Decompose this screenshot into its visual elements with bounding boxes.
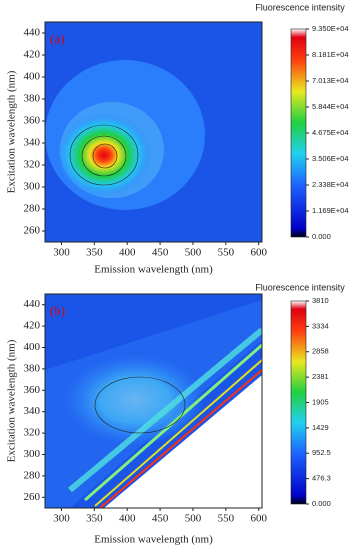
colorbar-tick-label: 3.506E+04 bbox=[312, 154, 349, 163]
colorbar-tick-label: 2.338E+04 bbox=[312, 180, 349, 189]
y-tick-label: 300 bbox=[24, 448, 41, 460]
y-tick-label: 380 bbox=[24, 362, 41, 374]
colorbar-title: Fluorescence intensity bbox=[255, 282, 345, 292]
colorbar-tick-label: 0.000 bbox=[312, 232, 331, 241]
y-tick-label: 320 bbox=[24, 159, 41, 171]
x-tick-label: 550 bbox=[218, 513, 235, 525]
y-tick-label: 420 bbox=[24, 320, 41, 332]
y-axis-label: Excitation wavelength (nm) bbox=[6, 339, 18, 462]
colorbar: Fluorescence intensity 0.000 1.169E+04 2.33… bbox=[255, 2, 348, 241]
x-tick-label: 450 bbox=[152, 247, 169, 259]
x-tick-label: 450 bbox=[152, 513, 169, 525]
panel-label: (a) bbox=[50, 31, 64, 46]
colorbar-tick-label: 0.000 bbox=[312, 499, 331, 508]
y-tick-label: 280 bbox=[24, 469, 41, 481]
y-tick-label: 440 bbox=[24, 27, 41, 39]
colorbar-tick-label: 5.844E+04 bbox=[312, 102, 349, 111]
y-tick-label: 300 bbox=[24, 181, 41, 193]
colorbar-tick-label: 952.5 bbox=[312, 448, 331, 457]
colorbar-tick-label: 8.181E+04 bbox=[312, 50, 349, 59]
colorbar-title: Fluorescence intensity bbox=[255, 2, 345, 12]
x-tick-label: 500 bbox=[185, 513, 202, 525]
y-tick-label: 400 bbox=[24, 341, 41, 353]
y-tick-label: 320 bbox=[24, 427, 41, 439]
y-tick-label: 400 bbox=[24, 71, 41, 83]
y-tick-label: 420 bbox=[24, 49, 41, 61]
y-tick-label: 260 bbox=[24, 491, 41, 503]
x-tick-label: 500 bbox=[185, 247, 202, 259]
y-tick-label: 260 bbox=[24, 225, 41, 237]
colorbar-tick-label: 3810 bbox=[312, 296, 329, 305]
y-tick-label: 360 bbox=[24, 115, 41, 127]
colorbar-tick-label: 2381 bbox=[312, 372, 329, 381]
x-tick-label: 400 bbox=[119, 513, 136, 525]
x-tick-label: 300 bbox=[53, 247, 70, 259]
y-tick-label: 340 bbox=[24, 137, 41, 149]
colorbar-tick-label: 9.350E+04 bbox=[312, 24, 349, 33]
colorbar-scale bbox=[290, 28, 307, 238]
x-axis-label: Emission wavelength (nm) bbox=[94, 534, 213, 546]
colorbar-tick-label: 476.3 bbox=[312, 474, 331, 483]
x-tick-label: 350 bbox=[86, 513, 103, 525]
colorbar-tick-label: 1429 bbox=[312, 423, 329, 432]
y-tick-label: 340 bbox=[24, 405, 41, 417]
plot-frame bbox=[44, 21, 263, 243]
heatmap-b bbox=[45, 294, 262, 508]
colorbar-tick-label: 3334 bbox=[312, 321, 329, 330]
y-axis-label: Excitation wavelength (nm) bbox=[6, 70, 18, 193]
colorbar-scale bbox=[290, 300, 307, 505]
y-tick-label: 380 bbox=[24, 93, 41, 105]
y-tick-label: 280 bbox=[24, 203, 41, 215]
colorbar-tick-label: 4.675E+04 bbox=[312, 128, 349, 137]
colorbar-tick-label: 7.013E+04 bbox=[312, 76, 349, 85]
y-tick-label: 360 bbox=[24, 384, 41, 396]
colorbar-tick-label: 2858 bbox=[312, 347, 329, 356]
panel-label: (b) bbox=[50, 303, 65, 318]
x-tick-label: 600 bbox=[250, 513, 267, 525]
x-tick-label: 350 bbox=[86, 247, 103, 259]
x-axis-label: Emission wavelength (nm) bbox=[94, 264, 213, 276]
x-tick-label: 400 bbox=[119, 247, 136, 259]
heatmap-a bbox=[45, 22, 262, 242]
colorbar-tick-label: 1.169E+04 bbox=[312, 206, 349, 215]
colorbar: Fluorescence intensity 0.000 476.3 952.5 142… bbox=[255, 282, 345, 508]
plot-frame bbox=[44, 293, 263, 509]
x-tick-label: 600 bbox=[250, 247, 267, 259]
y-tick-label: 440 bbox=[24, 298, 41, 310]
x-tick-label: 550 bbox=[218, 247, 235, 259]
colorbar-tick-label: 1905 bbox=[312, 397, 329, 406]
x-tick-label: 300 bbox=[53, 513, 70, 525]
